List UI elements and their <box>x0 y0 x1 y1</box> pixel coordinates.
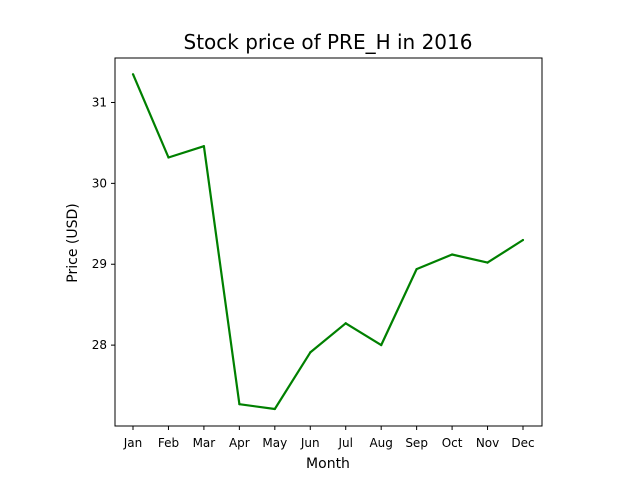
data-point <box>202 145 206 148</box>
x-tick-label: Sep <box>405 436 428 450</box>
data-point <box>167 156 170 159</box>
data-point <box>238 403 241 406</box>
data-point <box>131 73 135 76</box>
y-tick-label: 28 <box>92 338 107 352</box>
x-tick-label: Aug <box>369 436 392 450</box>
x-tick-label: May <box>262 436 287 450</box>
data-point <box>309 351 312 354</box>
data-point <box>450 253 454 256</box>
x-tick-label: Oct <box>442 436 463 450</box>
x-tick-label: Jul <box>337 436 352 450</box>
x-tick-label: Jan <box>123 436 143 450</box>
data-point <box>380 344 383 347</box>
data-point <box>521 238 525 242</box>
x-tick-label: Feb <box>158 436 179 450</box>
x-axis-label: Month <box>306 456 350 472</box>
data-point <box>344 322 347 325</box>
x-tick-label: Apr <box>229 436 250 450</box>
y-axis-label: Price (USD) <box>65 203 81 282</box>
x-tick-label: Nov <box>476 436 499 450</box>
data-point <box>273 407 276 411</box>
x-tick-label: Jun <box>300 436 320 450</box>
data-point <box>415 267 418 271</box>
series-group <box>131 73 525 411</box>
data-point <box>486 261 489 264</box>
y-tick-label: 31 <box>92 95 107 109</box>
x-tick-label: Mar <box>193 436 216 450</box>
x-tick-label: Dec <box>511 436 534 450</box>
y-tick-label: 29 <box>92 257 107 271</box>
plot-area <box>114 57 543 427</box>
x-axis: Jan Feb Mar Apr May Jun Jul Aug Sep Oct Nov Dec <box>123 426 535 450</box>
chart-title: Stock price of PRE_H in 2016 <box>184 30 473 54</box>
series-line <box>131 73 524 411</box>
y-tick-label: 30 <box>92 176 107 190</box>
y-axis: 28 29 30 31 <box>92 95 115 352</box>
